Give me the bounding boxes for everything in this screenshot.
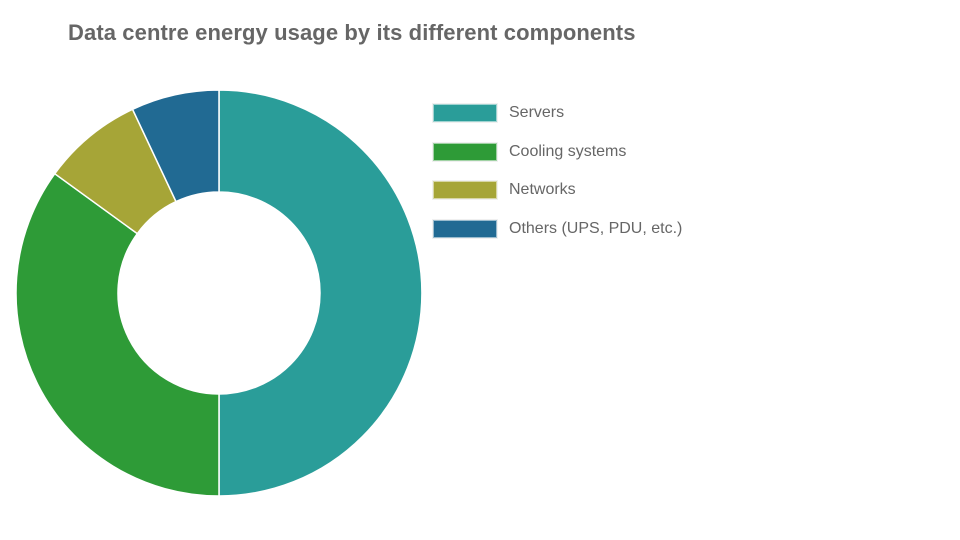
legend-label: Servers: [509, 104, 565, 121]
slice-servers[interactable]: [218, 89, 423, 497]
slice-others-ups-pdu-etc[interactable]: [131, 89, 220, 203]
legend-item-cooling-systems[interactable]: Cooling systems: [432, 141, 682, 162]
chart-title: Data centre energy usage by its differen…: [68, 20, 636, 45]
legend-swatch: [432, 218, 498, 239]
legend-item-servers[interactable]: Servers: [432, 103, 682, 123]
slice-cooling-systems[interactable]: [15, 172, 220, 497]
legend-label: Networks: [509, 181, 576, 198]
legend-label: Others (UPS, PDU, etc.): [509, 219, 683, 237]
legend-item-networks[interactable]: Networks: [432, 180, 682, 200]
chart-legend: Servers Cooling systems Networks Others (UP…: [432, 103, 683, 257]
legend-swatch: [432, 103, 498, 123]
legend-item-others-ups-pdu-etc[interactable]: Others (UPS, PDU, etc.): [432, 218, 683, 239]
legend-label: Cooling systems: [509, 142, 627, 160]
legend-swatch: [432, 141, 498, 162]
legend-swatch: [432, 180, 498, 200]
